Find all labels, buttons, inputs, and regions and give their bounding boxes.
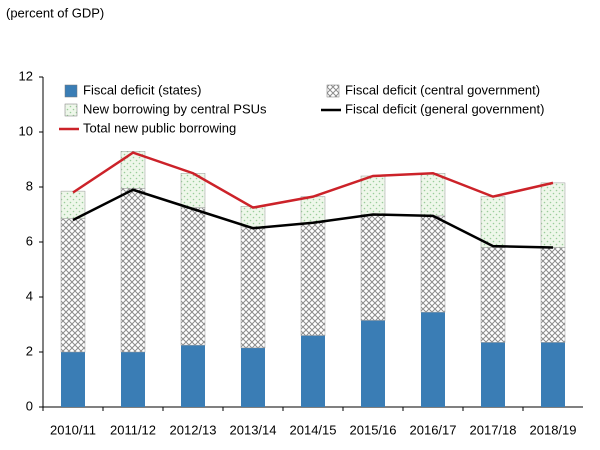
- y-tick-label: 10: [19, 123, 33, 138]
- legend-label: Total new public borrowing: [83, 120, 236, 135]
- x-tick-label: 2014/15: [290, 422, 337, 437]
- y-tick-label: 8: [26, 178, 33, 193]
- y-tick-label: 2: [26, 343, 33, 358]
- bar-segment: [300, 222, 326, 336]
- x-tick-label: 2016/17: [410, 422, 457, 437]
- x-tick-label: 2015/16: [350, 422, 397, 437]
- legend-label: Fiscal deficit (central government): [345, 82, 540, 97]
- x-tick-label: 2017/18: [470, 422, 517, 437]
- bar-segment: [240, 226, 266, 349]
- legend-swatch: [64, 103, 78, 117]
- bar-segment: [60, 218, 86, 353]
- legend-swatch: [326, 84, 340, 98]
- x-tick-label: 2013/14: [230, 422, 277, 437]
- bar-segment: [540, 182, 566, 248]
- bar-segment: [421, 312, 445, 407]
- bar-segment: [480, 196, 506, 248]
- line-series: [72, 188, 554, 249]
- bar-segment: [481, 342, 505, 407]
- line-series: [72, 151, 554, 209]
- bar-segment: [420, 173, 446, 217]
- bar-segment: [240, 206, 266, 228]
- bar-segment: [360, 214, 386, 321]
- bar-segment: [541, 342, 565, 407]
- chart-subtitle: (percent of GDP): [6, 5, 104, 20]
- bar-segment: [540, 247, 566, 343]
- bar-segment: [180, 207, 206, 346]
- legend-swatch: [64, 84, 78, 98]
- y-tick-label: 12: [19, 68, 33, 83]
- bar-segment: [181, 345, 205, 407]
- bar-segment: [61, 352, 85, 407]
- bar-segment: [301, 335, 325, 407]
- bar-segment: [300, 196, 326, 223]
- bar-segment: [361, 320, 385, 407]
- y-tick-label: 4: [26, 288, 33, 303]
- legend-label: New borrowing by central PSUs: [83, 101, 267, 116]
- bar-segment: [121, 352, 145, 407]
- x-tick-label: 2012/13: [170, 422, 217, 437]
- legend-label: Fiscal deficit (states): [83, 82, 201, 97]
- bar-segment: [360, 175, 386, 215]
- x-tick-label: 2011/12: [110, 422, 156, 437]
- bar-segment: [241, 347, 265, 407]
- y-tick-label: 0: [26, 398, 33, 413]
- bar-segment: [480, 247, 506, 343]
- y-tick-label: 6: [26, 233, 33, 248]
- x-tick-label: 2010/11: [50, 422, 96, 437]
- x-tick-label: 2018/19: [530, 422, 577, 437]
- legend-label: Fiscal deficit (general government): [345, 101, 544, 116]
- bar-segment: [120, 188, 146, 353]
- bar-segment: [420, 215, 446, 313]
